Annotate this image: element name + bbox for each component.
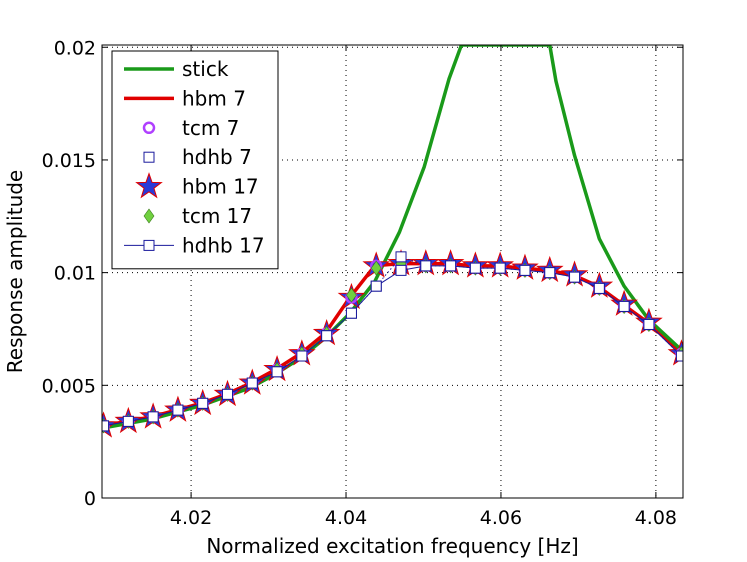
legend-label-hbm-17: hbm 17 xyxy=(182,175,259,199)
hdhb-17-point-3 xyxy=(172,404,184,416)
legend-label-hdhb-7: hdhb 7 xyxy=(182,145,252,169)
tcm-17-point-10 xyxy=(346,287,357,303)
legend-label-hbm-7: hbm 7 xyxy=(182,86,246,110)
y-tick-label-1: 0.005 xyxy=(42,375,96,397)
legend-marker-hdhb-17 xyxy=(143,239,155,251)
hdhb-17-point-14 xyxy=(445,260,457,272)
hdhb-17-point-1 xyxy=(122,415,134,427)
hdhb-17-point-11 xyxy=(370,280,382,292)
legend-label-tcm-7: tcm 7 xyxy=(182,116,239,140)
x-tick-label-3: 4.08 xyxy=(635,507,677,529)
hdhb-17-point-20 xyxy=(593,282,605,294)
hdhb-17-point-21 xyxy=(618,300,630,312)
hdhb-17-point-10 xyxy=(345,307,357,319)
x-tick-label-0: 4.02 xyxy=(170,507,212,529)
hdhb-17-point-7 xyxy=(271,366,283,378)
x-tick-label-2: 4.06 xyxy=(480,507,522,529)
y-tick-label-0: 0 xyxy=(84,488,96,510)
hdhb-17-point-13 xyxy=(420,260,432,272)
hdhb-17-point-19 xyxy=(569,271,581,283)
tick-labels: 4.02 4.04 4.06 4.08 0 0.005 0.01 0.015 0.02 xyxy=(42,37,677,529)
hdhb-7-point-12 xyxy=(395,251,407,263)
hdhb-17-point-5 xyxy=(221,388,233,400)
legend: stick hbm 7 tcm 7 hdhb 7 hbm 17 tcm 17 hdhb 17 xyxy=(111,50,279,270)
legend-marker-hbm-17 xyxy=(135,172,163,199)
axis-ticks xyxy=(102,45,683,499)
legend-label-tcm-17: tcm 17 xyxy=(182,204,252,228)
hdhb-17-point-22 xyxy=(643,318,655,330)
legend-marker-tcm-17 xyxy=(143,208,155,224)
y-tick-label-2: 0.01 xyxy=(54,263,96,285)
plot-area xyxy=(102,45,683,438)
hdhb-17-point-6 xyxy=(246,377,258,389)
legend-marker-hdhb-7 xyxy=(143,151,155,163)
hdhb-17-point-2 xyxy=(147,411,159,423)
hdhb-17-point-12 xyxy=(395,264,407,276)
y-tick-label-3: 0.015 xyxy=(42,150,96,172)
hdhb-17-point-15 xyxy=(469,262,481,274)
hdhb-17-markers xyxy=(102,260,683,432)
y-axis-title: Response amplitude xyxy=(3,170,27,373)
legend-box xyxy=(111,50,279,270)
x-tick-label-1: 4.04 xyxy=(325,507,367,529)
y-tick-label-4: 0.02 xyxy=(54,37,96,59)
hdhb-17-point-4 xyxy=(197,397,209,409)
legend-marker-tcm-7 xyxy=(142,121,156,135)
hdhb-17-point-0 xyxy=(102,420,110,432)
x-axis-title: Normalized excitation frequency [Hz] xyxy=(206,534,578,558)
legend-label-stick: stick xyxy=(182,57,229,81)
legend-label-hdhb-17: hdhb 17 xyxy=(182,233,265,257)
hdhb-17-point-9 xyxy=(321,330,333,342)
hdhb-17-point-16 xyxy=(494,262,506,274)
hdhb-17-point-17 xyxy=(519,264,531,276)
axes-box xyxy=(101,44,684,499)
tcm-17-point-11 xyxy=(370,260,382,276)
hdhb-17-point-23 xyxy=(675,350,683,362)
hdhb-17-point-18 xyxy=(544,267,556,279)
hdhb-17-point-8 xyxy=(296,350,308,362)
